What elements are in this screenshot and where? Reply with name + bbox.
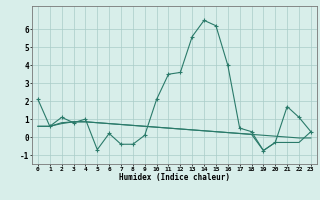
X-axis label: Humidex (Indice chaleur): Humidex (Indice chaleur) bbox=[119, 173, 230, 182]
